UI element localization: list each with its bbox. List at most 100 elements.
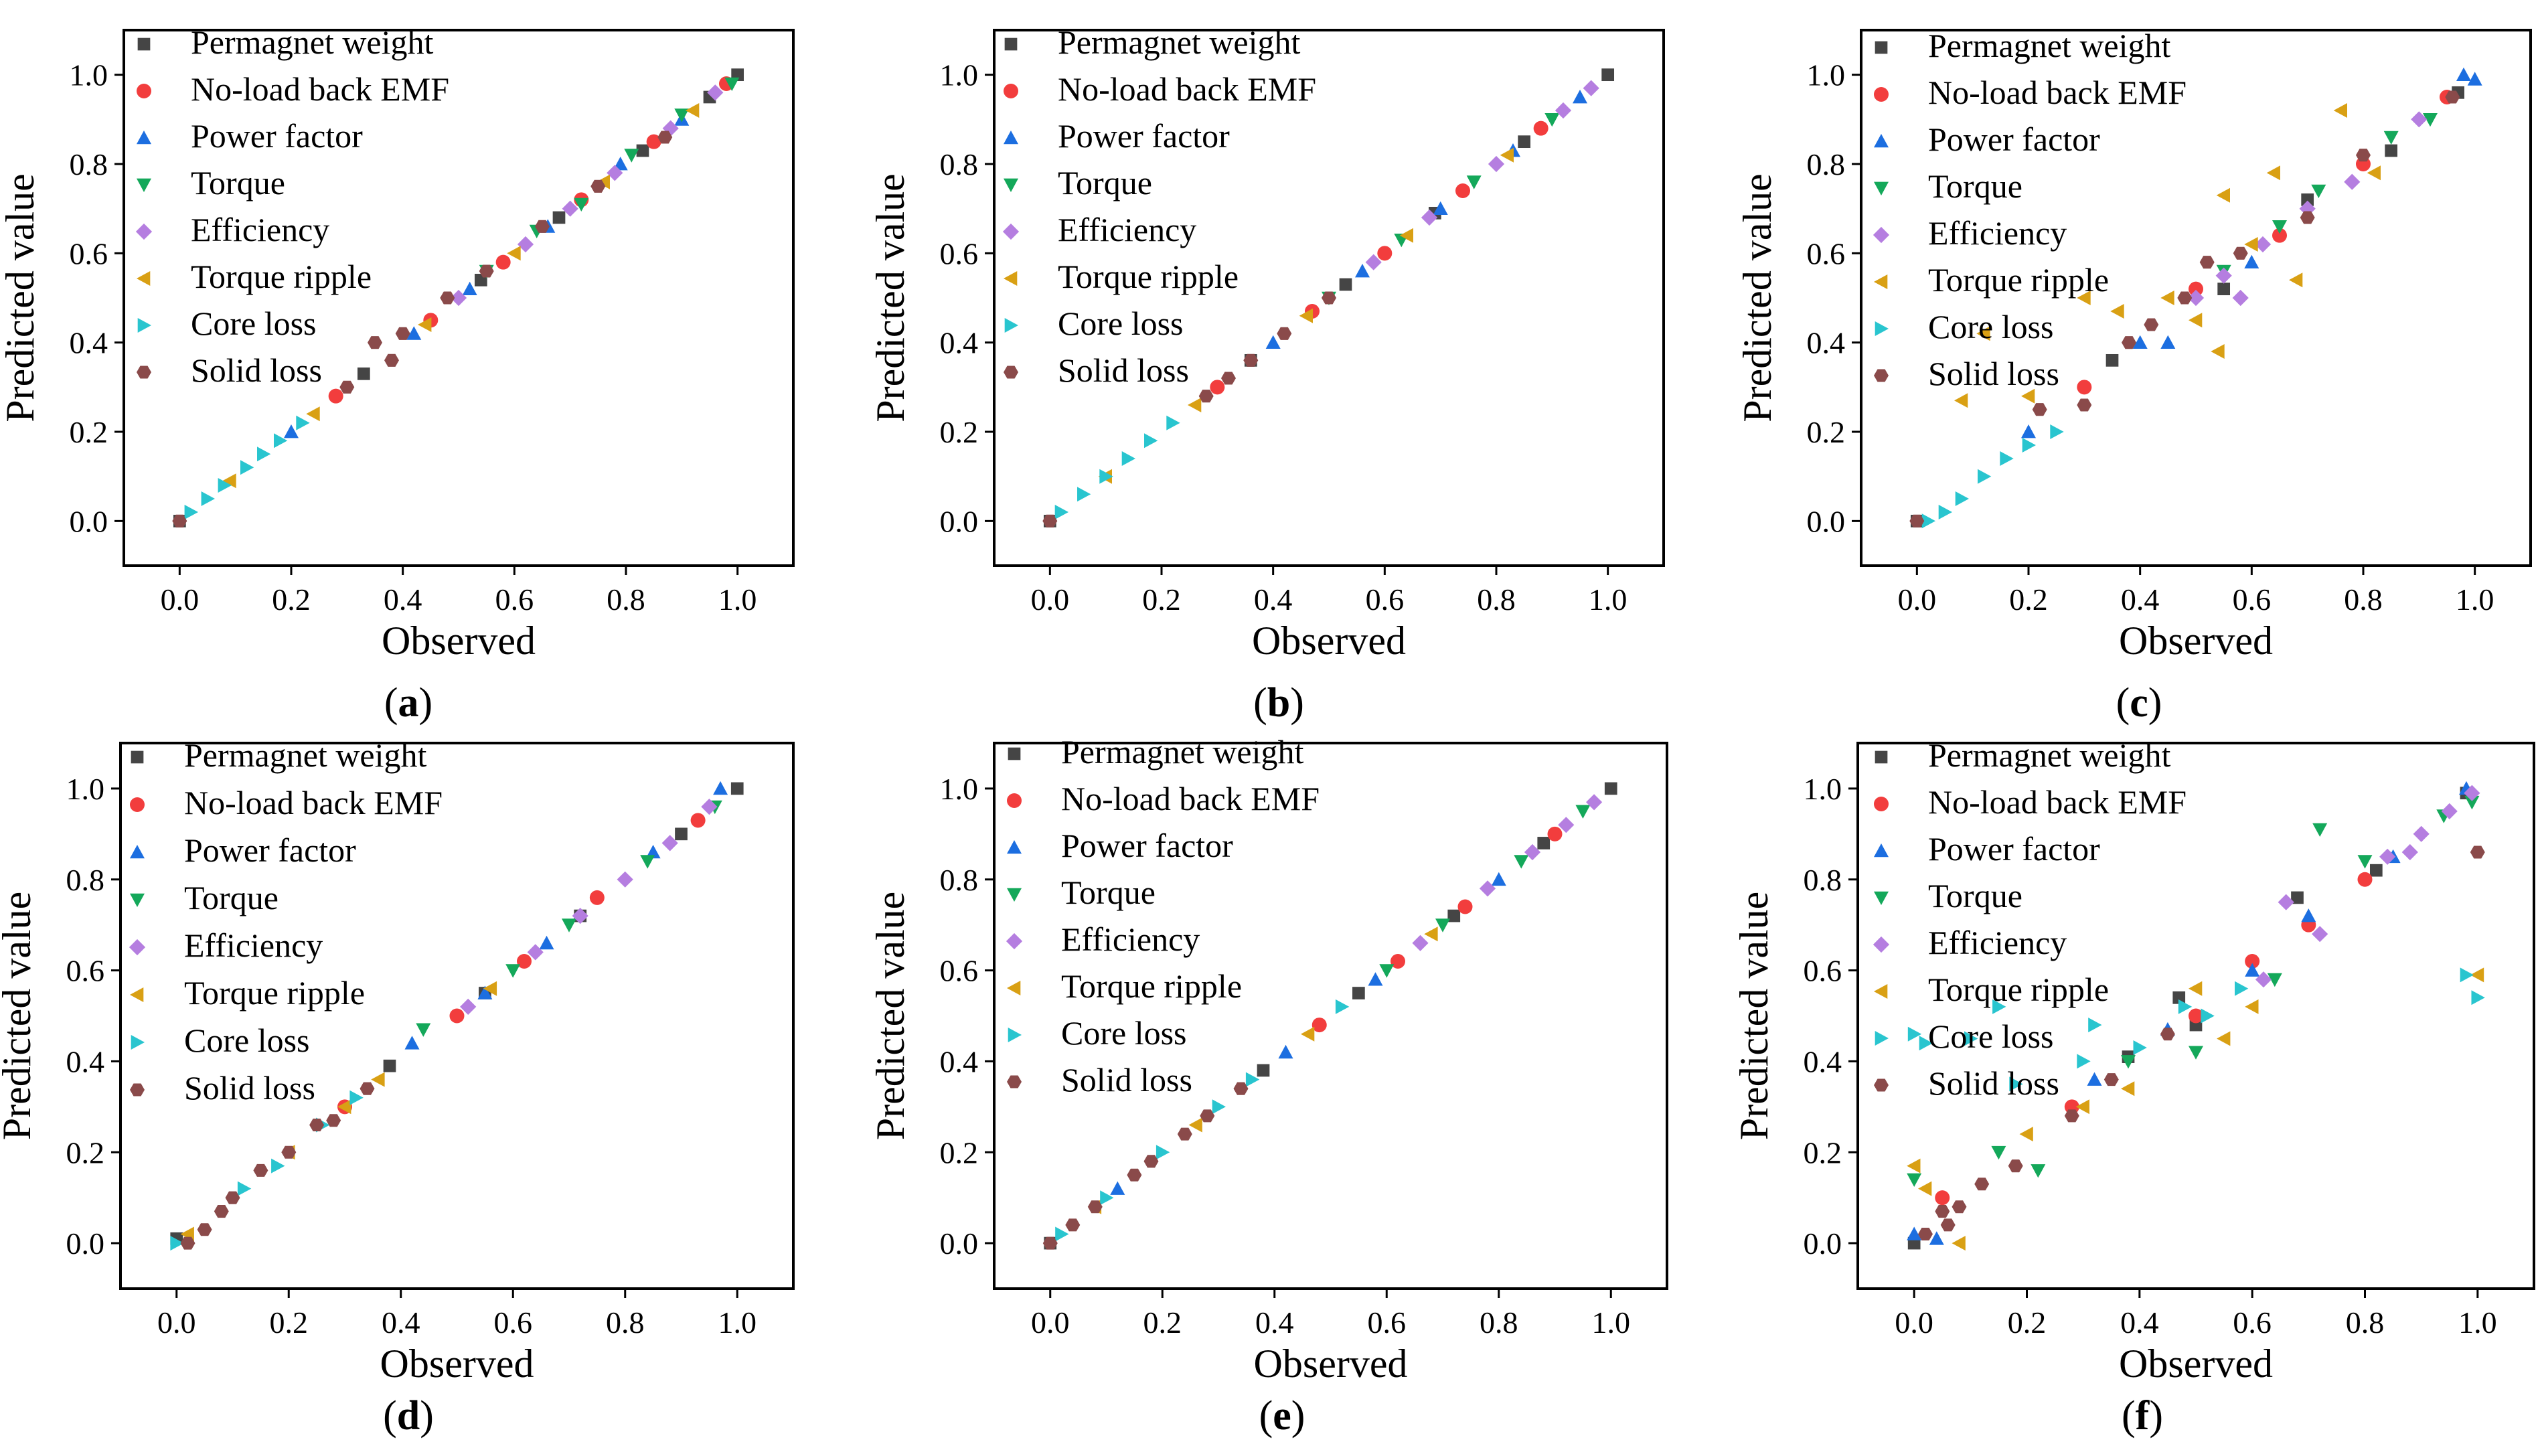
point-torque-ripple <box>2211 344 2225 359</box>
chart-panel-e: 0.0 0.2 0.4 0.6 0.8 1.0 0.0 0.2 0.4 0.6 0.8 1.0 Obse… <box>868 733 1668 1439</box>
y-tick-label: 0.2 <box>940 415 979 449</box>
point-core-loss <box>2022 438 2036 453</box>
legend-label: Efficiency <box>184 926 323 964</box>
point-efficiency <box>662 120 679 137</box>
point-torque <box>1466 175 1482 189</box>
point-torque-ripple <box>371 1072 385 1087</box>
legend-marker-power-factor <box>1874 134 1889 148</box>
point-core-loss <box>1144 433 1158 449</box>
point-efficiency <box>2187 289 2205 307</box>
point-solid-loss <box>2177 291 2193 305</box>
point-efficiency <box>562 200 578 217</box>
legend-marker-efficiency <box>1873 226 1890 244</box>
point-no-load-back-emf <box>1533 120 1548 136</box>
point-core-loss <box>1077 487 1091 502</box>
point-efficiency <box>661 835 678 852</box>
legend-marker-solid-loss <box>1004 366 1018 379</box>
legend-marker-core-loss <box>137 318 151 333</box>
legend-marker-core-loss <box>1008 1028 1022 1042</box>
point-core-loss <box>1938 505 1952 519</box>
x-tick-label: 0.2 <box>272 582 311 617</box>
panel-caption: (d) <box>383 1393 434 1439</box>
point-core-loss <box>237 1181 252 1196</box>
y-tick-label: 0.8 <box>1804 863 1842 897</box>
point-torque <box>2383 131 2399 145</box>
point-solid-loss <box>1909 514 1925 528</box>
point-permagnet-weight <box>1518 135 1531 149</box>
legend-marker-torque <box>1007 888 1022 902</box>
point-solid-loss <box>479 264 494 278</box>
y-tick-label: 0.6 <box>940 236 979 270</box>
point-solid-loss <box>2445 90 2460 104</box>
y-tick-label: 1.0 <box>1807 58 1846 92</box>
point-torque-ripple <box>1918 1181 1932 1196</box>
y-tick-label: 1.0 <box>66 772 105 806</box>
y-axis-title: Predicted value <box>1732 892 1776 1141</box>
point-solid-loss <box>2077 398 2092 412</box>
point-torque-ripple <box>306 406 320 422</box>
point-solid-loss <box>1042 514 1058 528</box>
x-tick-label: 0.6 <box>1366 582 1405 617</box>
point-torque <box>1514 855 1529 869</box>
legend-label: No-load back EMF <box>1061 780 1320 817</box>
legend-marker-permagnet-weight <box>1875 41 1888 54</box>
legend-label: Permagnet weight <box>1928 27 2171 64</box>
point-permagnet-weight <box>1601 68 1615 82</box>
point-torque-ripple <box>2244 237 2258 252</box>
point-no-load-back-emf <box>495 254 511 270</box>
point-solid-loss <box>657 131 673 144</box>
point-torque <box>2031 1164 2046 1178</box>
point-no-load-back-emf <box>2189 1008 2203 1024</box>
x-tick-label: 0.2 <box>2008 1305 2047 1340</box>
point-permagnet-weight <box>2369 864 2383 877</box>
point-no-load-back-emf <box>449 1008 465 1024</box>
point-torque <box>2312 823 2328 837</box>
data-points <box>1042 782 1617 1250</box>
legend-label: No-load back EMF <box>191 70 449 108</box>
x-axis-title: Observed <box>1252 619 1406 663</box>
point-core-loss <box>2009 1076 2023 1092</box>
x-tick-label: 0.8 <box>2344 582 2383 617</box>
y-tick-label: 0.8 <box>66 863 105 897</box>
legend-label: Core loss <box>1928 308 2054 345</box>
legend-marker-torque-ripple <box>1007 981 1021 995</box>
legend-label: Efficiency <box>191 211 329 248</box>
point-power-factor <box>404 1036 420 1050</box>
legend-label: Solid loss <box>1061 1061 1192 1099</box>
point-solid-loss <box>395 327 410 340</box>
legend-label: Permagnet weight <box>1061 733 1304 771</box>
point-power-factor <box>2244 254 2259 268</box>
point-torque <box>1575 805 1591 819</box>
point-permagnet-weight <box>357 367 370 380</box>
point-torque-ripple <box>2217 1031 2231 1046</box>
legend-label: Torque ripple <box>1928 261 2109 299</box>
legend-label: No-load back EMF <box>1928 74 2187 111</box>
point-solid-loss <box>2032 403 2047 416</box>
caption-close-paren: ) <box>420 1393 434 1439</box>
point-permagnet-weight <box>1537 837 1551 850</box>
point-solid-loss <box>2356 149 2371 162</box>
caption-letter: f <box>2136 1393 2150 1439</box>
y-tick-label: 0.2 <box>940 1135 979 1169</box>
point-no-load-back-emf <box>1455 183 1470 198</box>
point-power-factor <box>2132 335 2148 349</box>
point-torque <box>1435 918 1450 933</box>
x-tick-label: 0.0 <box>1895 1305 1933 1340</box>
y-tick-label: 0.0 <box>66 1226 105 1261</box>
y-tick-label: 1.0 <box>940 772 979 806</box>
point-power-factor <box>477 985 493 999</box>
point-torque <box>2311 184 2326 198</box>
point-solid-loss <box>2300 211 2315 224</box>
legend-label: Solid loss <box>191 351 322 389</box>
point-solid-loss <box>1200 1109 1215 1123</box>
panel-caption: (b) <box>1253 680 1304 726</box>
point-efficiency <box>517 236 534 253</box>
point-torque-ripple <box>2160 291 2174 305</box>
point-torque-ripple <box>1907 1158 1921 1174</box>
point-solid-loss <box>180 1236 195 1250</box>
y-tick-label: 0.2 <box>70 415 108 449</box>
chart-panel-d: 0.0 0.2 0.4 0.6 0.8 1.0 0.0 0.2 0.4 0.6 0.8 1.0 Obse… <box>0 736 795 1439</box>
point-efficiency <box>2312 926 2328 943</box>
x-tick-label: 1.0 <box>2458 1305 2497 1340</box>
point-efficiency <box>701 799 718 815</box>
